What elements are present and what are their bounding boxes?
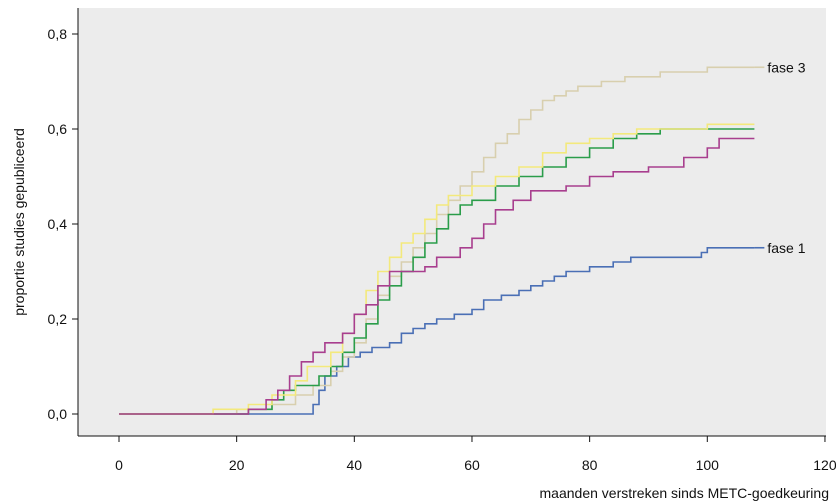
- x-tick-label: 20: [229, 457, 245, 473]
- y-tick-label: 0,0: [48, 406, 68, 422]
- y-axis-title: proportie studies gepubliceerd: [11, 128, 27, 316]
- x-tick-label: 100: [696, 457, 720, 473]
- x-tick-label: 60: [464, 457, 480, 473]
- y-tick-label: 0,6: [48, 121, 68, 137]
- x-axis-title: maanden verstreken sinds METC-goedkeurin…: [540, 485, 829, 501]
- y-tick-label: 0,2: [48, 311, 68, 327]
- end-label-2: fase 3: [767, 59, 805, 75]
- y-tick-label: 0,4: [48, 216, 68, 232]
- y-ticks: 0,0 0,2 0,4 0,6 0,8: [48, 26, 78, 422]
- end-labels: fase 1 fase 3: [754, 59, 806, 256]
- x-tick-label: 120: [813, 457, 836, 473]
- x-tick-label: 80: [582, 457, 598, 473]
- y-tick-label: 0,8: [48, 26, 68, 42]
- plot-background: [78, 8, 826, 436]
- x-tick-label: 40: [347, 457, 363, 473]
- series-line-5: [119, 137, 755, 415]
- end-label-1: fase 1: [767, 240, 805, 256]
- series-lines: [119, 66, 755, 415]
- series-line-4: [119, 123, 755, 415]
- x-tick-label: 0: [115, 457, 123, 473]
- x-ticks: 0 20 40 60 80 100 120: [115, 436, 836, 473]
